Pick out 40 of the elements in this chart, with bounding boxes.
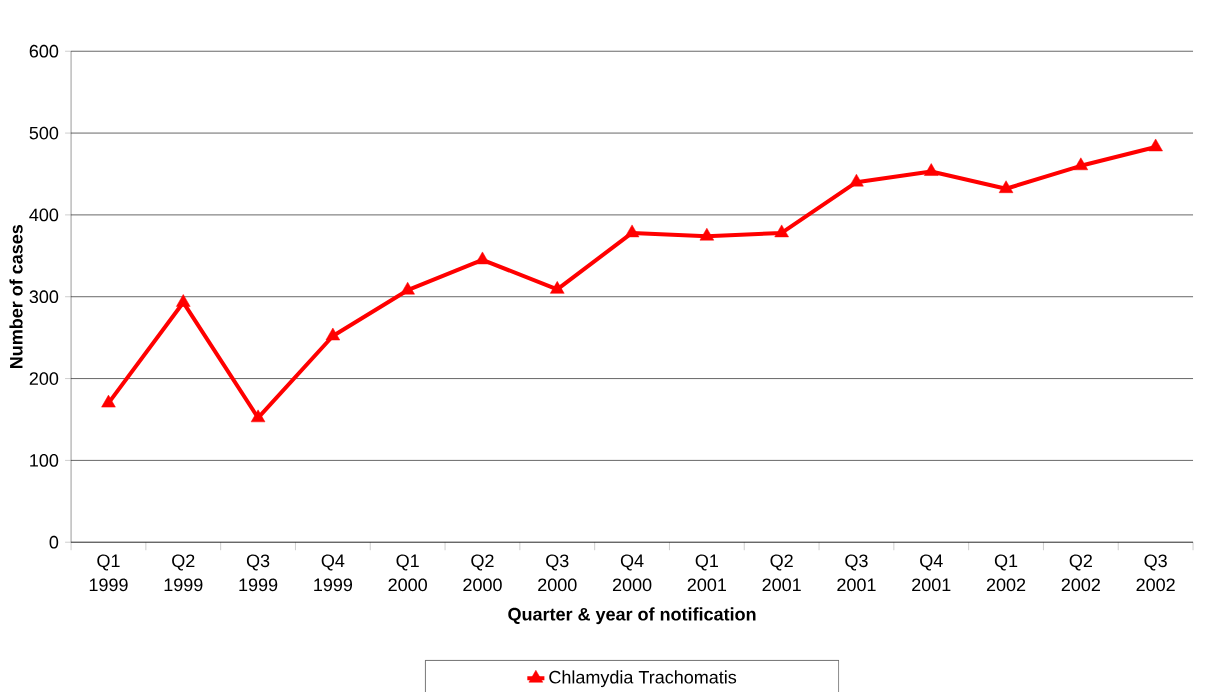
point bbox=[699, 227, 715, 241]
x-tick-label: Q1 2001 bbox=[687, 554, 726, 592]
x-tick-label: Q2 2000 bbox=[463, 554, 502, 592]
x-tick-label: Q1 2000 bbox=[388, 554, 427, 592]
point bbox=[924, 163, 939, 176]
point bbox=[400, 281, 415, 295]
x-tick-label: Q2 1999 bbox=[164, 554, 203, 592]
point bbox=[1148, 138, 1163, 152]
x-tick-label: Q1 1999 bbox=[89, 554, 128, 592]
y-tick-label: 300 bbox=[29, 290, 59, 304]
y-axis-title: Number of cases bbox=[9, 224, 23, 369]
x-tick-label: Q3 2000 bbox=[538, 554, 577, 592]
point bbox=[998, 180, 1014, 193]
y-tick-label: 100 bbox=[30, 454, 59, 467]
point bbox=[550, 281, 565, 294]
x-tick-label: Q1 2002 bbox=[986, 554, 1026, 592]
y-tick-label: 400 bbox=[29, 208, 59, 222]
legend-label: Chlamydia Trachomatis bbox=[549, 670, 737, 688]
point bbox=[1073, 157, 1089, 171]
x-tick-label: Q3 1999 bbox=[239, 554, 278, 592]
x-axis-title: Quarter & year of notification bbox=[508, 607, 756, 625]
point bbox=[101, 394, 116, 408]
y-tick-label: 0 bbox=[49, 535, 59, 549]
x-tick-label: Q4 1999 bbox=[314, 554, 353, 592]
point bbox=[176, 294, 191, 307]
x-tick-label: Q4 2000 bbox=[612, 554, 652, 592]
point bbox=[325, 327, 341, 341]
point bbox=[849, 173, 864, 187]
y-tick-label: 600 bbox=[29, 44, 59, 58]
x-tick-label: Q2 2001 bbox=[762, 554, 801, 592]
point bbox=[475, 251, 490, 265]
y-tick-label: 500 bbox=[29, 126, 59, 140]
x-tick-label: Q3 2002 bbox=[1136, 554, 1175, 592]
x-tick-label: Q4 2001 bbox=[912, 554, 951, 592]
point bbox=[250, 409, 266, 423]
y-tick-label: 200 bbox=[29, 372, 59, 385]
point bbox=[774, 224, 789, 238]
point bbox=[624, 224, 640, 238]
x-tick-label: Q2 2002 bbox=[1061, 554, 1100, 592]
x-tick-label: Q3 2001 bbox=[837, 554, 876, 592]
